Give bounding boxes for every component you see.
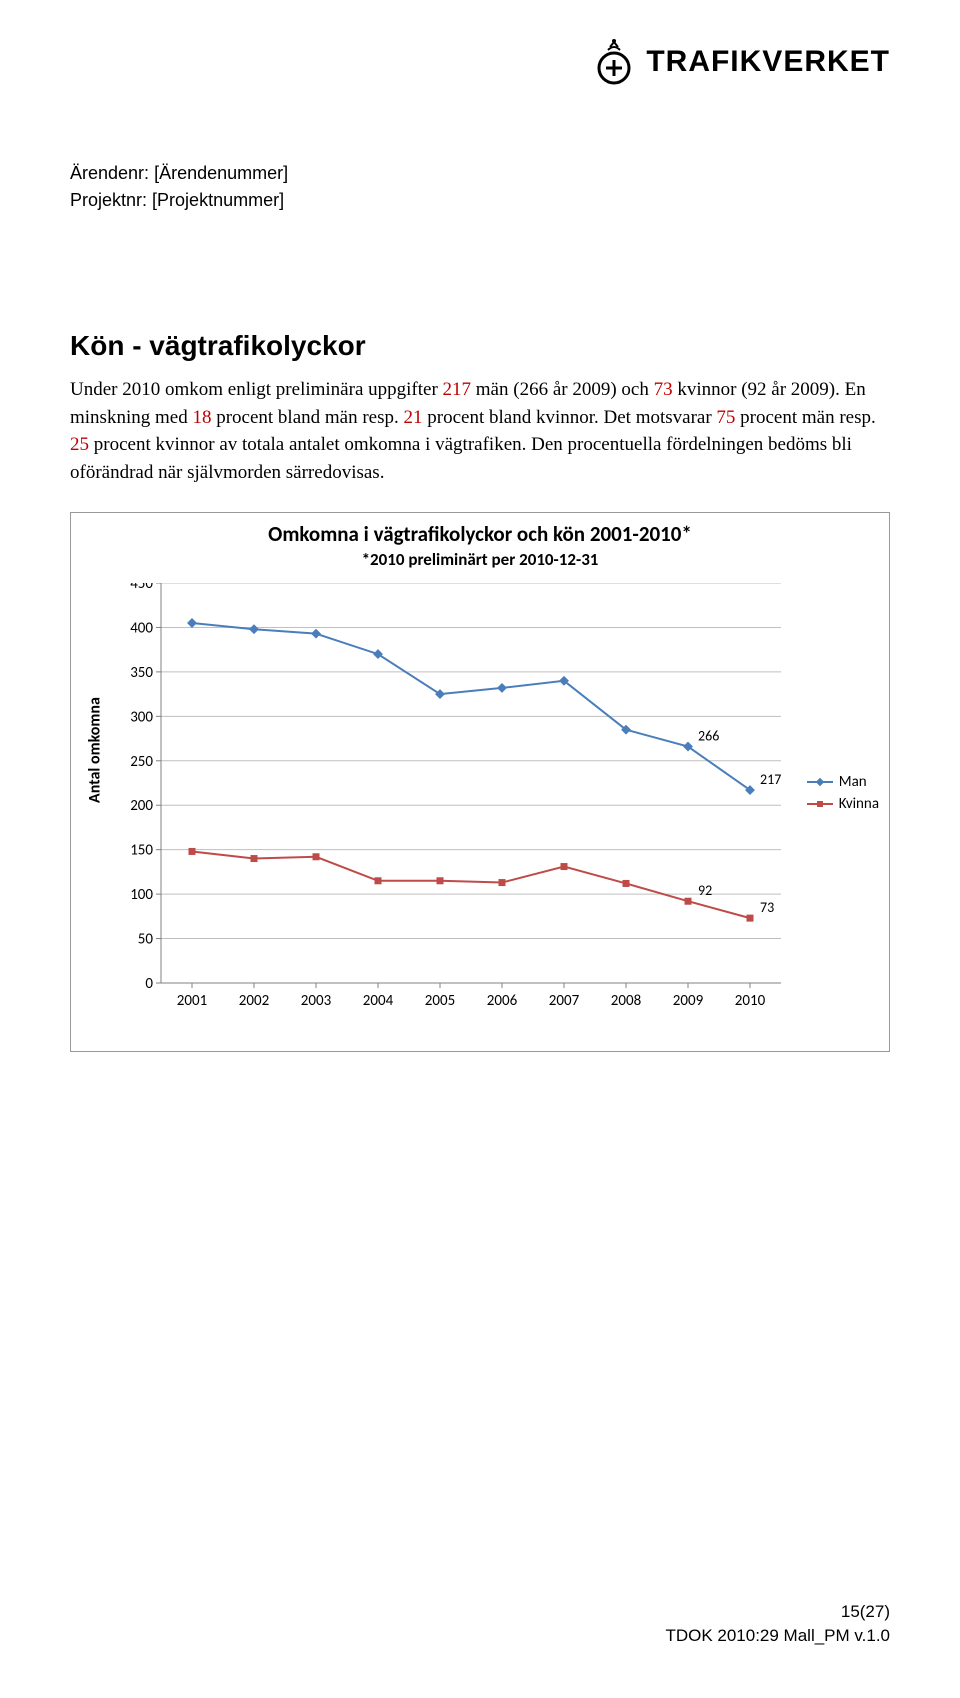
legend-swatch-kvinna [807,803,833,805]
arende-label: Ärendenr: [70,163,149,183]
page-number: 15(27) [665,1600,890,1624]
svg-text:250: 250 [130,753,153,771]
svg-text:150: 150 [130,842,153,860]
svg-text:217: 217 [760,771,781,788]
brand-name: TRAFIKVERKET [646,45,890,79]
svg-text:2009: 2009 [673,992,704,1010]
chart-svg: 0 50 100 150 200 250 300 350 400 450 2001 2002 2003 2… [101,583,801,1023]
svg-text:2001: 2001 [177,992,207,1010]
svg-text:0: 0 [145,975,153,993]
legend-label-man: Man [839,773,867,791]
svg-text:2008: 2008 [611,992,641,1010]
projekt-value: [Projektnummer] [152,190,284,210]
section-heading: Kön - vägtrafikolyckor [70,330,890,362]
section-paragraph: Under 2010 omkom enligt preliminära uppg… [70,376,890,486]
main-content: Kön - vägtrafikolyckor Under 2010 omkom … [70,330,890,1052]
trafikverket-emblem-icon [590,38,638,86]
svg-text:2006: 2006 [487,992,518,1010]
svg-text:2010: 2010 [735,992,766,1010]
page-footer: 15(27) TDOK 2010:29 Mall_PM v.1.0 [665,1600,890,1648]
svg-text:200: 200 [130,797,153,815]
svg-text:2007: 2007 [549,992,580,1010]
svg-text:300: 300 [130,709,153,727]
legend-label-kvinna: Kvinna [839,795,879,813]
svg-text:2003: 2003 [301,992,332,1010]
y-axis-label: Antal omkomna [86,697,105,803]
legend-swatch-man [807,781,833,783]
brand-logo: TRAFIKVERKET [590,38,890,86]
document-meta: Ärendenr: [Ärendenummer] Projektnr: [Pro… [70,160,288,214]
legend-item-man: Man [807,773,879,791]
svg-text:73: 73 [760,899,774,916]
svg-text:450: 450 [130,583,153,593]
svg-text:2005: 2005 [425,992,455,1010]
doc-id: TDOK 2010:29 Mall_PM v.1.0 [665,1624,890,1648]
svg-text:350: 350 [130,664,153,682]
svg-text:266: 266 [698,728,719,745]
svg-text:50: 50 [138,931,154,949]
chart-subtitle: *2010 preliminärt per 2010-12-31 [71,549,889,570]
svg-text:400: 400 [130,620,153,638]
plot-area: Antal omkomna 05010015020025030035040045… [101,583,801,1023]
gender-fatalities-chart: Omkomna i vägtrafikolyckor och kön 2001-… [70,512,890,1052]
svg-text:2002: 2002 [239,992,269,1010]
projekt-label: Projektnr: [70,190,147,210]
arende-value: [Ärendenummer] [154,163,288,183]
legend-item-kvinna: Kvinna [807,795,879,813]
chart-title: Omkomna i vägtrafikolyckor och kön 2001-… [71,521,889,547]
svg-text:100: 100 [130,886,153,904]
chart-legend: Man Kvinna [807,773,879,817]
svg-text:2004: 2004 [363,992,394,1010]
svg-text:92: 92 [698,882,712,899]
